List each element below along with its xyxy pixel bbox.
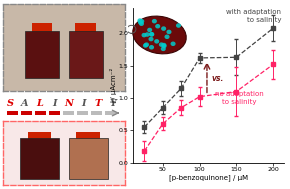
Circle shape bbox=[161, 43, 166, 47]
Bar bbox=[20, 138, 59, 179]
Circle shape bbox=[147, 28, 152, 32]
Circle shape bbox=[176, 23, 181, 28]
Bar bbox=[105, 111, 115, 115]
Circle shape bbox=[161, 46, 166, 51]
Circle shape bbox=[159, 42, 164, 47]
Circle shape bbox=[148, 37, 154, 41]
Circle shape bbox=[149, 32, 154, 36]
Bar bbox=[28, 132, 51, 141]
Bar bbox=[77, 132, 100, 141]
Text: I: I bbox=[52, 99, 56, 108]
Bar bbox=[63, 111, 74, 115]
Bar bbox=[69, 138, 108, 179]
Text: A: A bbox=[21, 99, 29, 108]
Bar bbox=[7, 111, 17, 115]
Text: T: T bbox=[94, 99, 101, 108]
Text: I: I bbox=[81, 99, 86, 108]
Circle shape bbox=[143, 43, 148, 48]
Circle shape bbox=[155, 24, 160, 29]
Circle shape bbox=[162, 44, 167, 48]
Text: S: S bbox=[7, 99, 14, 108]
Text: vs.: vs. bbox=[211, 74, 224, 83]
Circle shape bbox=[154, 39, 159, 44]
Circle shape bbox=[142, 33, 147, 37]
Text: with adaptation
to salinity: with adaptation to salinity bbox=[226, 9, 281, 23]
Bar bbox=[90, 111, 102, 115]
Bar bbox=[48, 111, 59, 115]
Bar bbox=[75, 23, 96, 33]
Bar bbox=[21, 111, 32, 115]
Text: L: L bbox=[36, 99, 43, 108]
Text: Y: Y bbox=[109, 99, 116, 108]
Bar bbox=[69, 31, 103, 78]
Circle shape bbox=[145, 32, 150, 37]
Circle shape bbox=[161, 26, 166, 31]
Circle shape bbox=[171, 42, 176, 46]
Circle shape bbox=[166, 30, 171, 34]
Circle shape bbox=[139, 19, 144, 23]
Circle shape bbox=[152, 19, 157, 23]
Circle shape bbox=[149, 45, 154, 50]
Bar bbox=[35, 111, 46, 115]
Circle shape bbox=[139, 22, 144, 26]
Ellipse shape bbox=[133, 16, 186, 54]
Circle shape bbox=[138, 20, 143, 25]
Text: N: N bbox=[64, 99, 73, 108]
Bar bbox=[77, 111, 88, 115]
Bar bbox=[25, 31, 59, 78]
Circle shape bbox=[149, 32, 154, 37]
Bar bbox=[32, 23, 52, 33]
Circle shape bbox=[164, 35, 170, 39]
Text: no adaptation
to salinity: no adaptation to salinity bbox=[215, 91, 263, 105]
X-axis label: [p-benzoquinone] / μM: [p-benzoquinone] / μM bbox=[169, 174, 248, 180]
Y-axis label: j / μAcm⁻²: j / μAcm⁻² bbox=[110, 67, 117, 103]
Circle shape bbox=[137, 18, 142, 23]
Circle shape bbox=[144, 42, 149, 47]
